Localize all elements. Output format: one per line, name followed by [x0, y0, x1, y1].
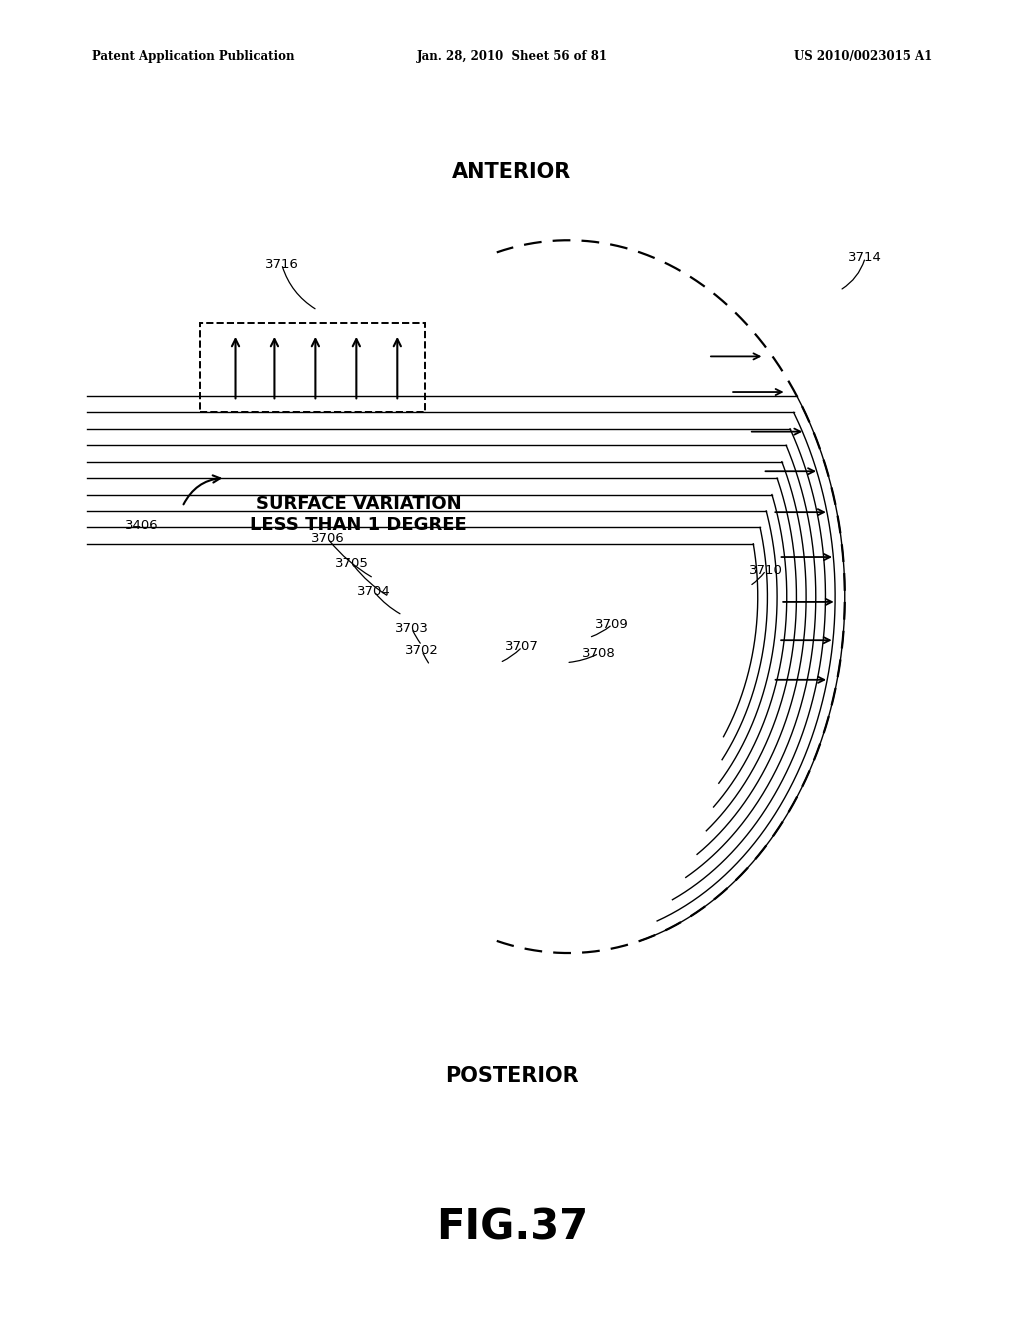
- Text: 3704: 3704: [357, 585, 390, 598]
- Text: 3702: 3702: [404, 644, 439, 657]
- Text: 3709: 3709: [596, 618, 629, 631]
- Text: 3705: 3705: [335, 557, 370, 570]
- Text: POSTERIOR: POSTERIOR: [445, 1065, 579, 1086]
- Text: SURFACE VARIATION
LESS THAN 1 DEGREE: SURFACE VARIATION LESS THAN 1 DEGREE: [250, 495, 467, 535]
- Bar: [200, 323, 425, 412]
- Text: 3703: 3703: [394, 622, 429, 635]
- Text: 3710: 3710: [749, 564, 783, 577]
- Text: FIG.37: FIG.37: [436, 1206, 588, 1249]
- Text: 3706: 3706: [311, 532, 344, 545]
- Text: 3716: 3716: [264, 257, 299, 271]
- Text: Patent Application Publication: Patent Application Publication: [92, 50, 295, 63]
- Text: 3406: 3406: [125, 519, 158, 532]
- Text: ANTERIOR: ANTERIOR: [453, 161, 571, 182]
- Text: US 2010/0023015 A1: US 2010/0023015 A1: [794, 50, 932, 63]
- Text: 3708: 3708: [583, 647, 615, 660]
- Text: Jan. 28, 2010  Sheet 56 of 81: Jan. 28, 2010 Sheet 56 of 81: [417, 50, 607, 63]
- Text: 3707: 3707: [505, 640, 540, 653]
- Text: 3714: 3714: [848, 251, 883, 264]
